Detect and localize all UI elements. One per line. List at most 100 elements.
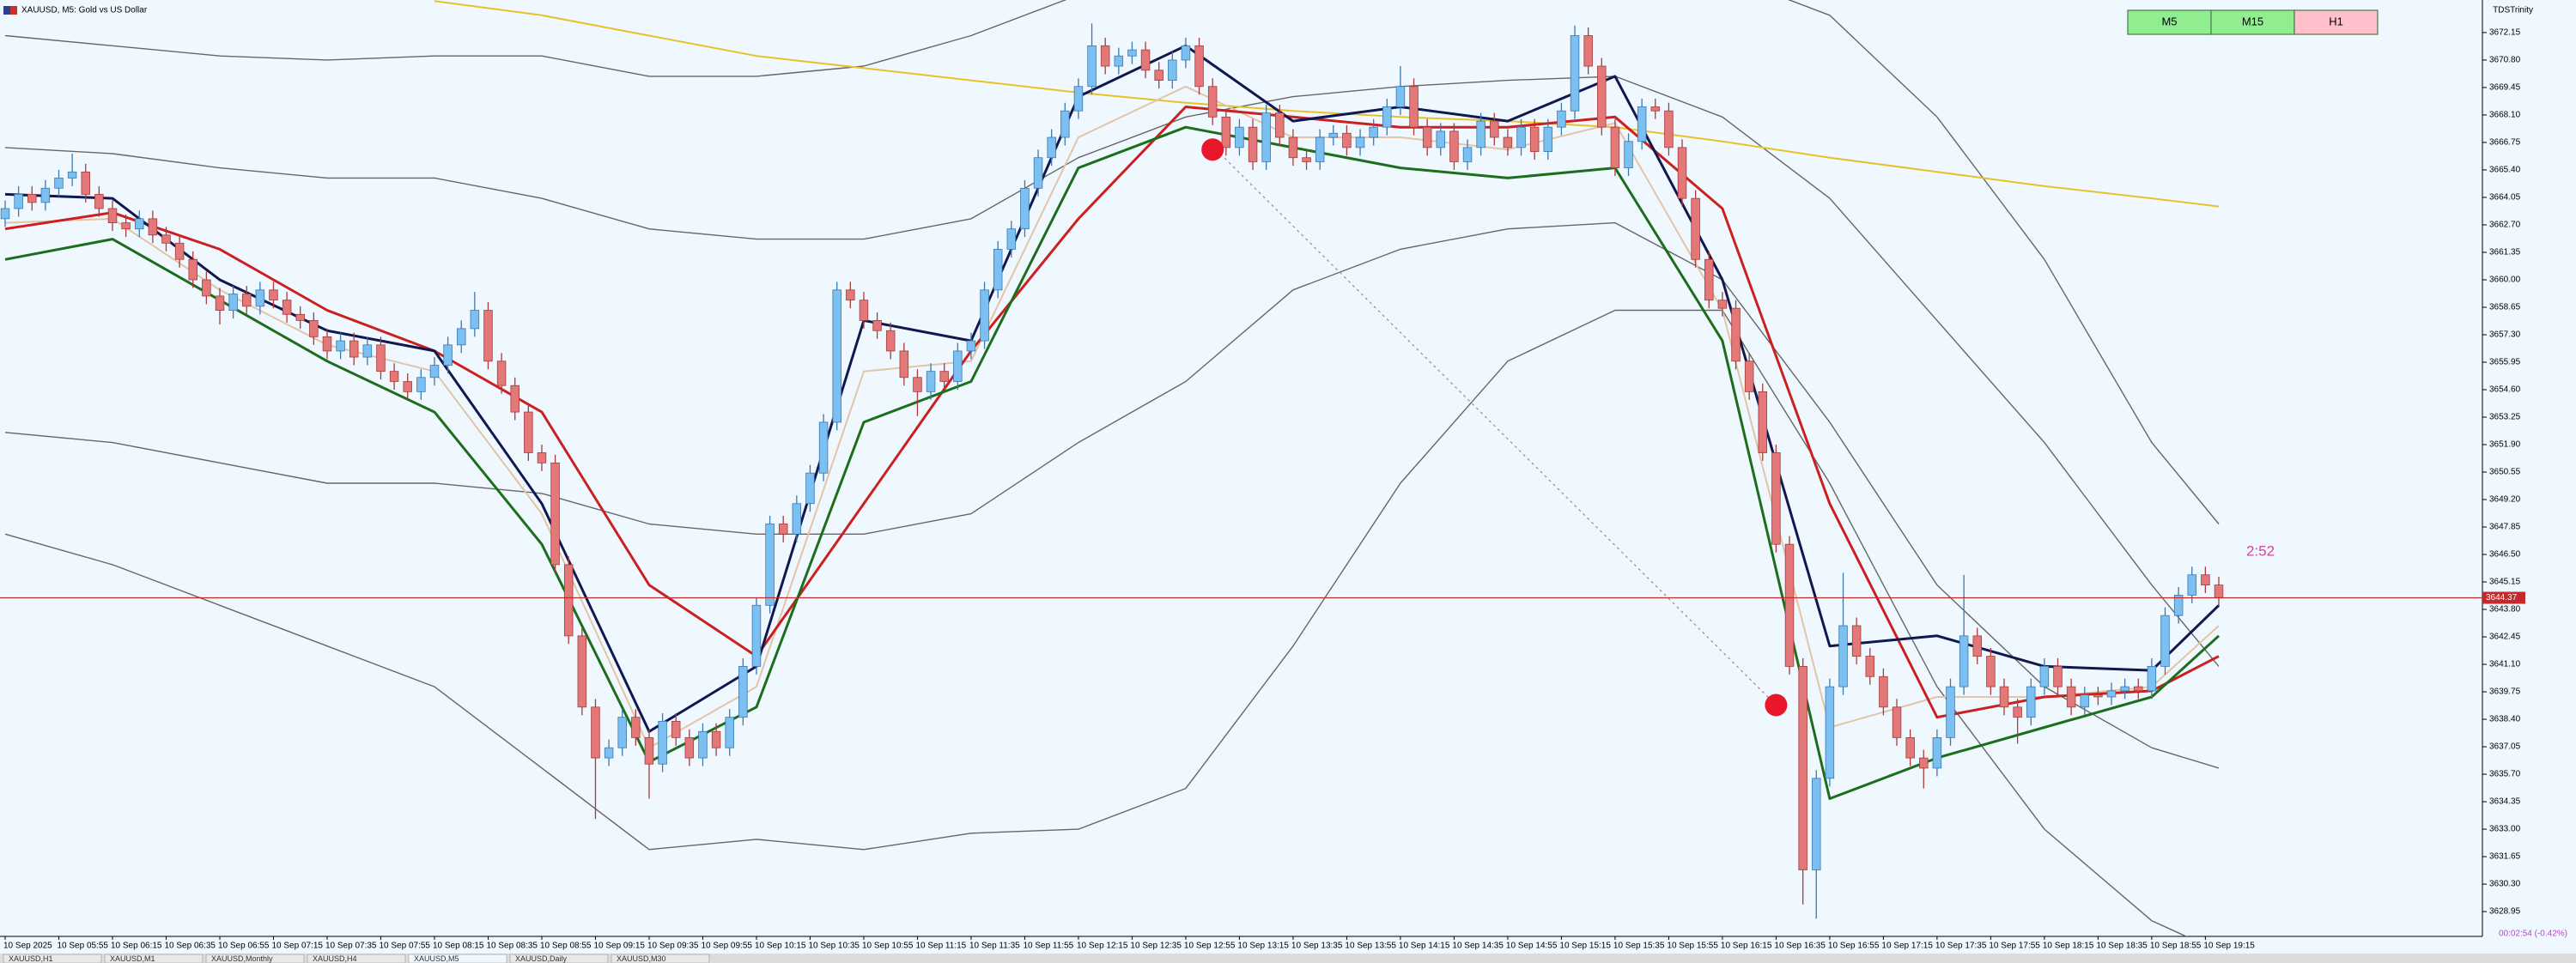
candle-body: [94, 194, 104, 209]
y-tick-label: 3639.75: [2489, 687, 2521, 697]
tab-label[interactable]: XAUUSD,H4: [313, 954, 357, 963]
candle-body: [1691, 197, 1700, 260]
price-label: 3644.37: [2486, 593, 2518, 603]
candle-body: [1825, 686, 1835, 779]
plot-area: [0, 0, 2224, 936]
indicator-line: [4, 309, 2188, 936]
candle-body: [1382, 106, 1392, 128]
candle-body: [885, 330, 896, 352]
button-label[interactable]: M15: [2242, 15, 2263, 27]
candle-body: [751, 604, 762, 667]
indicator-line: [4, 76, 2220, 667]
candle-body: [591, 706, 600, 759]
candle-body: [2093, 694, 2103, 698]
candle-body: [403, 381, 412, 392]
tab-label[interactable]: XAUUSD,Daily: [515, 954, 568, 963]
tab-label[interactable]: XAUUSD,M1: [110, 954, 155, 963]
candle-body: [2201, 574, 2210, 585]
candle-body: [2080, 694, 2090, 708]
candle-body: [1543, 126, 1553, 153]
candle-body: [1717, 300, 1728, 309]
candle-body: [1221, 116, 1231, 148]
candle-body: [1100, 45, 1110, 67]
y-tick-label: 3668.10: [2489, 111, 2521, 120]
candle-body: [362, 344, 373, 358]
tab[interactable]: [509, 954, 609, 963]
candle-body: [1369, 126, 1378, 138]
tab[interactable]: [104, 954, 204, 963]
timeframe-button[interactable]: M5: [2127, 9, 2212, 35]
y-tick-label: 3672.15: [2489, 28, 2521, 38]
candle-body: [818, 421, 829, 474]
candle-body: [1771, 452, 1781, 545]
candle-body: [832, 289, 841, 423]
tab[interactable]: [3, 954, 102, 963]
tab-label[interactable]: XAUUSD,H1: [9, 954, 53, 963]
candle-body: [121, 222, 131, 230]
x-tick-label: 10 Sep 07:35: [325, 942, 377, 951]
y-tick-label: 3642.45: [2489, 633, 2521, 642]
x-tick-label: 10 Sep 09:15: [593, 942, 645, 951]
tab[interactable]: [408, 954, 507, 963]
candle-body: [2053, 666, 2063, 687]
candle-body: [349, 340, 359, 358]
y-tick-label: 3670.80: [2489, 56, 2521, 65]
x-tick-label: 10 Sep 08:55: [540, 942, 592, 951]
candle-body: [1328, 132, 1339, 138]
candle-body: [2013, 706, 2022, 718]
candle-body: [926, 371, 936, 392]
tab[interactable]: [611, 954, 710, 963]
candle-body: [188, 258, 197, 281]
tab[interactable]: [205, 954, 305, 963]
price-label-box: [2482, 591, 2525, 604]
candle-body: [684, 736, 695, 759]
candle-body: [1476, 120, 1485, 148]
y-tick-label: 3649.20: [2489, 495, 2521, 505]
candle-body: [1154, 70, 1163, 82]
y-tick-label: 3669.45: [2489, 83, 2521, 93]
button-label[interactable]: H1: [2329, 15, 2343, 27]
tab-label[interactable]: XAUUSD,M30: [617, 954, 666, 963]
candle-body: [1207, 86, 1218, 118]
candle-body: [1758, 391, 1768, 453]
candle-body: [443, 344, 453, 366]
y-tick-label: 3628.95: [2489, 907, 2521, 917]
y-tick-label: 3637.05: [2489, 742, 2521, 752]
x-tick-label: 10 Sep 17:15: [1881, 942, 1933, 951]
candle-body: [1395, 86, 1406, 107]
candle-body: [872, 319, 882, 331]
candle-body: [174, 242, 185, 260]
chart-title: XAUUSD, M5: Gold vs US Dollar: [21, 6, 148, 15]
tab-label[interactable]: XAUUSD,M5: [414, 954, 459, 963]
y-tick-label: 3650.55: [2489, 468, 2521, 477]
indicator-line: [4, 0, 2220, 524]
timeframe-button[interactable]: H1: [2293, 9, 2379, 35]
candle-body: [617, 717, 627, 748]
button-label[interactable]: M5: [2161, 15, 2177, 27]
candle-body: [269, 289, 278, 301]
candle-body: [980, 289, 989, 342]
button-bg[interactable]: [2293, 9, 2379, 35]
candle-body: [1355, 136, 1365, 148]
candle-body: [859, 300, 869, 321]
timeframe-button[interactable]: M15: [2210, 9, 2295, 35]
candle-body: [1557, 110, 1566, 128]
candle-body: [711, 730, 721, 748]
signal-marker: [1765, 693, 1788, 717]
candle-body: [67, 171, 77, 179]
x-tick-label: 10 Sep 07:15: [271, 942, 323, 951]
y-tick-label: 3660.00: [2489, 276, 2521, 285]
tab[interactable]: [307, 954, 406, 963]
button-bg[interactable]: [2127, 9, 2212, 35]
candle-body: [1744, 360, 1754, 392]
tab-label[interactable]: XAUUSD,Monthly: [211, 954, 273, 963]
y-tick-label: 3630.30: [2489, 880, 2521, 889]
candle-body: [1972, 635, 1983, 657]
candle-body: [14, 194, 23, 209]
candle-body: [1073, 86, 1084, 112]
x-tick-label: 10 Sep 18:35: [2096, 942, 2148, 951]
candle-body: [0, 208, 10, 220]
y-tick-label: 3647.85: [2489, 523, 2521, 532]
candle-body: [1677, 147, 1687, 199]
x-tick-label: 10 Sep 14:15: [1399, 942, 1450, 951]
